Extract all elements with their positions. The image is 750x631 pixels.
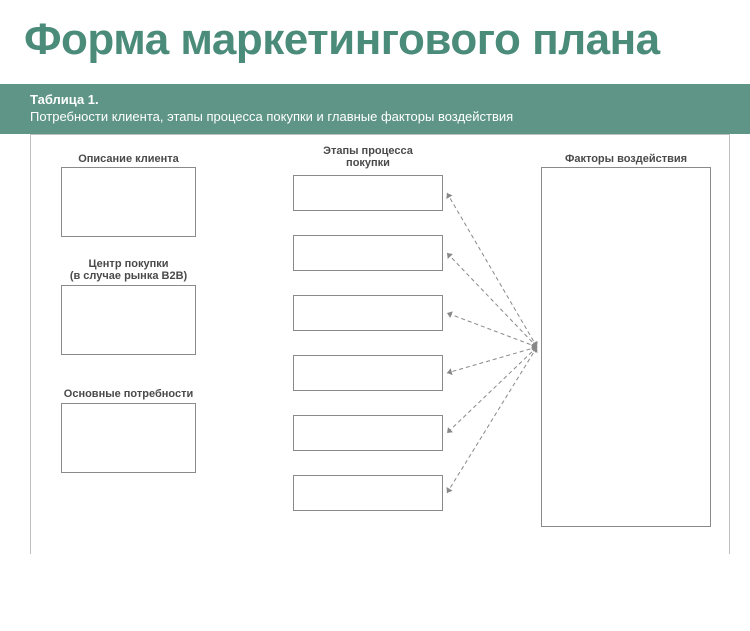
label-client-desc: Описание клиента bbox=[61, 153, 196, 165]
box-factors bbox=[541, 167, 711, 527]
box-stage-4 bbox=[293, 355, 443, 391]
box-stage-2 bbox=[293, 235, 443, 271]
box-core-needs bbox=[61, 403, 196, 473]
label-factors: Факторы воздействия bbox=[541, 153, 711, 165]
label-buying-center-l1: Центр покупки bbox=[89, 258, 169, 270]
diagram: Описание клиента Центр покупки (в случае… bbox=[30, 134, 730, 554]
label-core-needs: Основные потребности bbox=[61, 388, 196, 400]
label-process-stages-l1: Этапы процесса bbox=[323, 145, 413, 157]
table-header: Таблица 1. Потребности клиента, этапы пр… bbox=[0, 84, 750, 134]
label-process-stages: Этапы процесса покупки bbox=[293, 145, 443, 169]
box-stage-6 bbox=[293, 475, 443, 511]
label-buying-center-l2: (в случае рынка B2B) bbox=[70, 270, 187, 282]
box-client-desc bbox=[61, 167, 196, 237]
table-number: Таблица 1. bbox=[30, 92, 750, 107]
box-stage-1 bbox=[293, 175, 443, 211]
box-stage-5 bbox=[293, 415, 443, 451]
page-title: Форма маркетингового плана bbox=[0, 0, 750, 62]
box-stage-3 bbox=[293, 295, 443, 331]
table-caption: Потребности клиента, этапы процесса поку… bbox=[30, 109, 750, 124]
label-process-stages-l2: покупки bbox=[346, 157, 390, 169]
box-buying-center bbox=[61, 285, 196, 355]
label-buying-center: Центр покупки (в случае рынка B2B) bbox=[61, 258, 196, 282]
